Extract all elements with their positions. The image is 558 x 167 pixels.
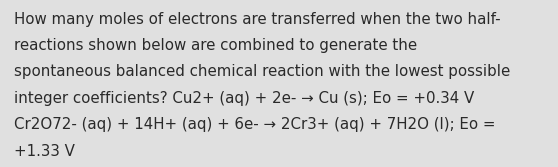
Text: How many moles of electrons are transferred when the two half-: How many moles of electrons are transfer… xyxy=(14,12,501,27)
Text: spontaneous balanced chemical reaction with the lowest possible: spontaneous balanced chemical reaction w… xyxy=(14,64,510,79)
Text: +1.33 V: +1.33 V xyxy=(14,144,75,159)
Text: Cr2O72- (aq) + 14H+ (aq) + 6e- → 2Cr3+ (aq) + 7H2O (l); Eo =: Cr2O72- (aq) + 14H+ (aq) + 6e- → 2Cr3+ (… xyxy=(14,117,496,132)
Text: integer coefficients? Cu2+ (aq) + 2e- → Cu (s); Eo = +0.34 V: integer coefficients? Cu2+ (aq) + 2e- → … xyxy=(14,91,474,106)
Text: reactions shown below are combined to generate the: reactions shown below are combined to ge… xyxy=(14,38,417,53)
